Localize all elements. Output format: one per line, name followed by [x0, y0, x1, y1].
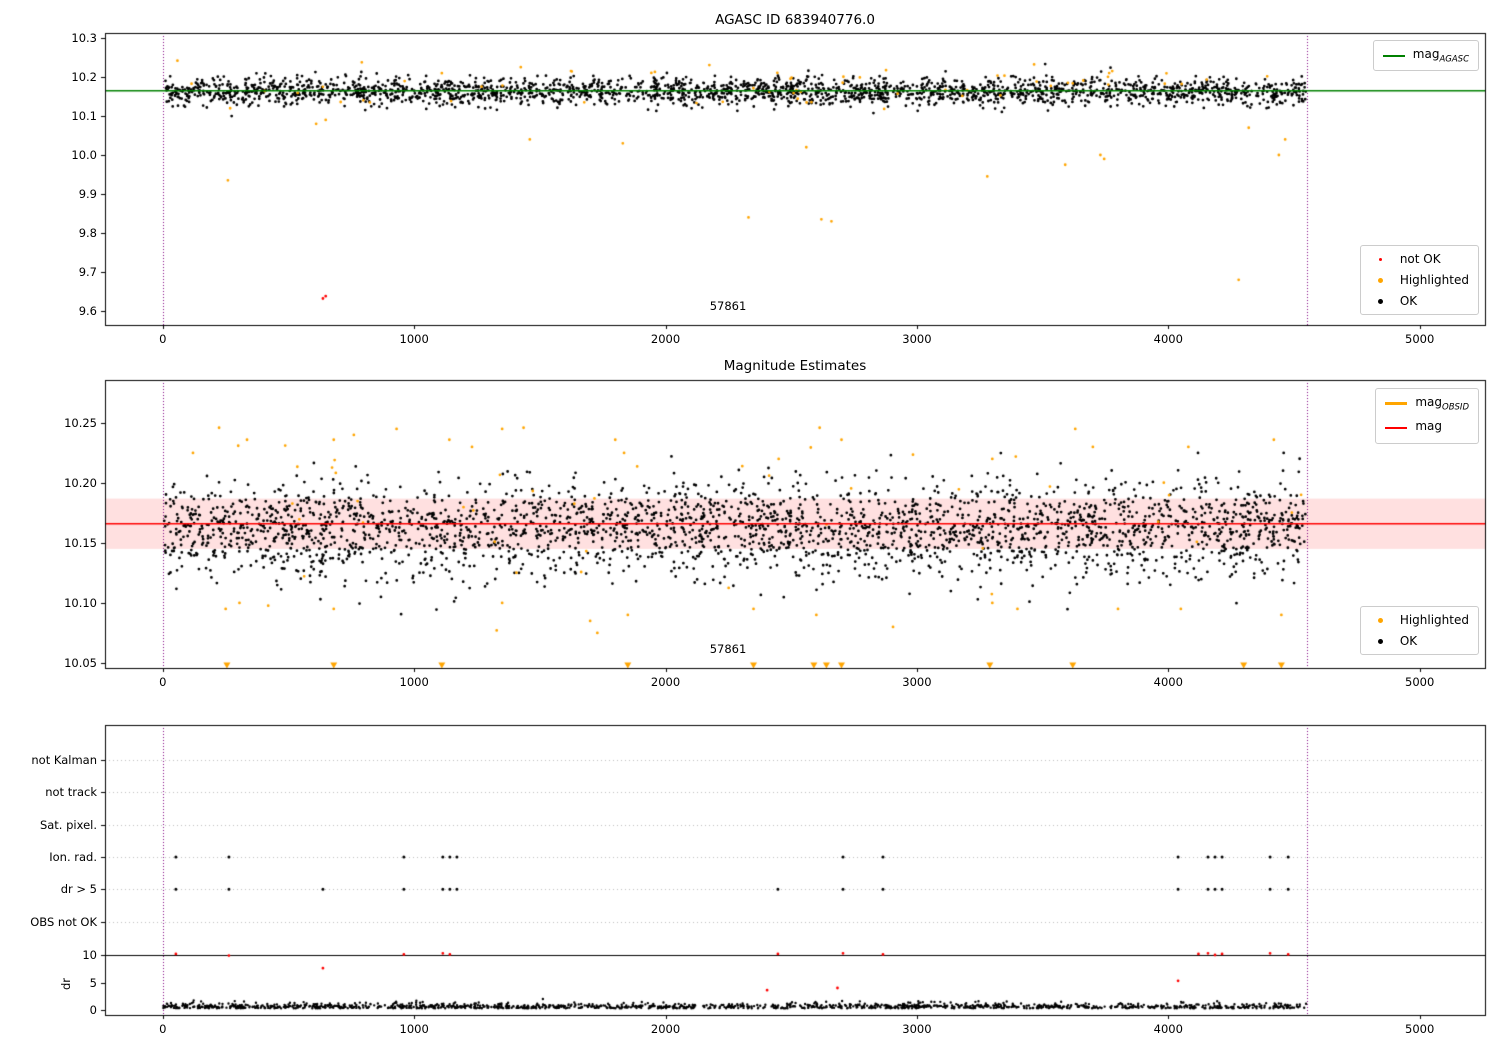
plot1-title: AGASC ID 683940776.0 [715, 12, 875, 28]
highlighted-label: Highlighted [1399, 273, 1469, 287]
plot2-legend-markers: Highlighted OK [1359, 606, 1479, 655]
legend-item-mag: mag [1385, 419, 1469, 436]
legend-item-not-ok: not OK [1370, 252, 1469, 266]
highlighted-marker-swatch-2 [1378, 617, 1384, 623]
legend-item-ok-2: OK [1370, 634, 1469, 648]
legend-item-ok: OK [1370, 294, 1469, 308]
plot1-obsid-annotation: 57861 [709, 299, 747, 313]
legend-item-highlighted: Highlighted [1370, 273, 1469, 287]
legend-item-mag-obsid: magOBSID [1385, 395, 1469, 412]
plot2-obsid-annotation: 57861 [709, 642, 747, 656]
mag-obsid-line-swatch [1385, 402, 1408, 406]
legend-item-mag-agasc: magAGASC [1382, 47, 1469, 65]
plot2-legend-lines: magOBSID mag [1375, 388, 1479, 444]
highlighted-marker-swatch [1378, 277, 1384, 283]
plot1-legend-lines: magAGASC [1372, 40, 1479, 72]
ok-marker-swatch [1378, 298, 1384, 304]
legend-item-highlighted-2: Highlighted [1370, 613, 1469, 627]
dr-axis-label: dr [59, 977, 73, 991]
plot1-legend-markers: not OK Highlighted OK [1359, 245, 1479, 315]
plot2-title: Magnitude Estimates [723, 358, 867, 374]
not-ok-label: not OK [1399, 252, 1441, 266]
mag-line-swatch [1385, 427, 1408, 430]
mag-agasc-label: magAGASC [1412, 47, 1469, 65]
mag-label: mag [1415, 419, 1443, 434]
ok-label: OK [1399, 294, 1418, 308]
mag-obsid-label: magOBSID [1415, 395, 1469, 413]
not-ok-marker-swatch [1379, 257, 1383, 261]
mag-agasc-line-swatch [1382, 54, 1405, 57]
ok-marker-swatch-2 [1378, 638, 1384, 644]
ok-label-2: OK [1399, 634, 1418, 648]
highlighted-label-2: Highlighted [1399, 613, 1469, 627]
